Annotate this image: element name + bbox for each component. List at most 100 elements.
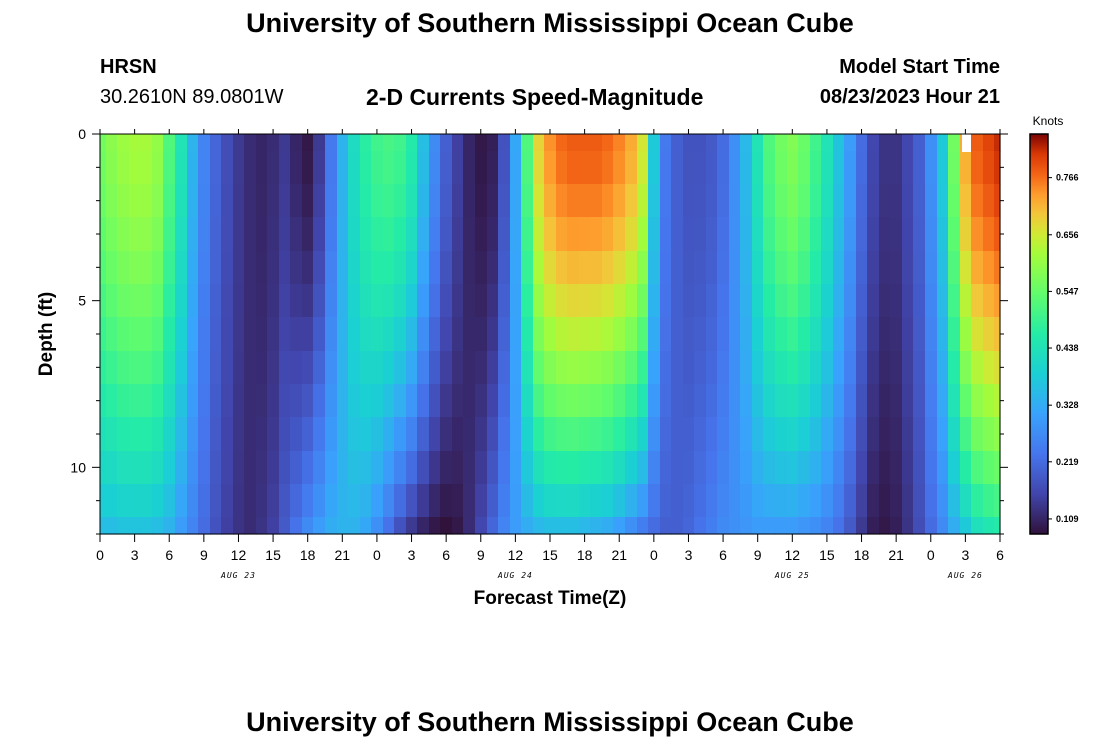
heatmap-cell — [510, 417, 522, 452]
heatmap-cell — [498, 251, 511, 285]
heatmap-cell — [613, 284, 626, 318]
heatmap-cell — [971, 217, 984, 252]
heatmap-cell — [383, 184, 395, 218]
heatmap-cell — [348, 384, 361, 418]
station-coordinates: 30.2610N 89.0801W — [100, 86, 284, 108]
heatmap-cell — [452, 134, 464, 152]
heatmap-cell — [544, 417, 557, 452]
heatmap-cell — [960, 384, 972, 418]
heatmap-cell — [960, 184, 972, 218]
heatmap-cell — [833, 351, 845, 385]
heatmap-cell — [129, 384, 141, 418]
heatmap-cell — [567, 184, 580, 218]
heatmap-cell — [648, 317, 661, 352]
heatmap-cell — [648, 184, 661, 218]
missing-data-cell — [962, 134, 971, 152]
x-tick-label: 18 — [300, 547, 316, 563]
heatmap-cell — [475, 151, 488, 185]
heatmap-cell — [660, 517, 672, 535]
heatmap-cell — [187, 217, 199, 252]
heatmap-cell — [406, 134, 418, 152]
heatmap-cell — [983, 251, 995, 285]
heatmap-cell — [371, 251, 384, 285]
heatmap-cell — [487, 417, 499, 452]
heatmap-cell — [348, 284, 361, 318]
heatmap-cell — [810, 284, 822, 318]
heatmap-cell — [325, 384, 338, 418]
heatmap-cell — [187, 134, 199, 152]
heatmap-cell — [925, 284, 938, 318]
heatmap-cell — [117, 217, 130, 252]
heatmap-cell — [267, 217, 280, 252]
heatmap-cell — [152, 151, 164, 185]
heatmap-cell — [221, 317, 234, 352]
heatmap-cell — [521, 351, 534, 385]
heatmap-cell — [187, 417, 199, 452]
heatmap-cell — [613, 484, 626, 518]
heatmap-cell — [694, 384, 707, 418]
heatmap-cell — [210, 251, 222, 285]
heatmap-cell — [544, 134, 557, 152]
heatmap-cell — [833, 451, 845, 485]
heatmap-cell — [867, 384, 880, 418]
heatmap-cell — [463, 151, 476, 185]
heatmap-cell — [867, 184, 880, 218]
heatmap-cell — [867, 151, 880, 185]
heatmap-cell — [256, 517, 268, 535]
heatmap-cell — [267, 317, 280, 352]
heatmap-cell — [706, 417, 718, 452]
heatmap-cell — [948, 251, 961, 285]
heatmap-cell — [683, 217, 695, 252]
heatmap-cell — [960, 317, 972, 352]
heatmap-cell — [810, 384, 822, 418]
heatmap-cell — [798, 251, 811, 285]
colorbar-tick-label: 0.547 — [1056, 286, 1079, 296]
heatmap-cell — [960, 517, 972, 535]
heatmap-cell — [233, 451, 245, 485]
heatmap-cell — [175, 151, 188, 185]
heatmap-cell — [383, 484, 395, 518]
heatmap-cell — [590, 417, 603, 452]
heatmap-cell — [210, 417, 222, 452]
heatmap-cell — [313, 351, 326, 385]
heatmap-cell — [348, 251, 361, 285]
heatmap-cell — [440, 451, 453, 485]
heatmap-cell — [856, 251, 868, 285]
heatmap-cell — [475, 484, 488, 518]
heatmap-cell — [671, 251, 684, 285]
heatmap-cell — [567, 484, 580, 518]
y-tick-label: 0 — [78, 126, 86, 142]
heatmap-cell — [948, 517, 961, 535]
heatmap-cell — [902, 451, 914, 485]
heatmap-cell — [521, 451, 534, 485]
heatmap-cell — [521, 251, 534, 285]
heatmap-cell — [671, 151, 684, 185]
heatmap-cell — [983, 384, 995, 418]
heatmap-cell — [637, 134, 649, 152]
heatmap-cell — [937, 351, 949, 385]
heatmap-cell — [521, 284, 534, 318]
heatmap-cell — [637, 317, 649, 352]
heatmap-cell — [106, 217, 118, 252]
heatmap-cell — [994, 517, 1001, 535]
heatmap-cell — [660, 217, 672, 252]
heatmap-cell — [556, 184, 568, 218]
heatmap-cell — [244, 484, 257, 518]
heatmap-cell — [867, 451, 880, 485]
heatmap-cell — [787, 317, 799, 352]
heatmap-cell — [775, 417, 788, 452]
heatmap-cell — [406, 484, 418, 518]
heatmap-cell — [879, 134, 891, 152]
heatmap-cell — [152, 484, 164, 518]
heatmap-cell — [913, 484, 926, 518]
heatmap-cell — [683, 417, 695, 452]
heatmap-cell — [337, 351, 349, 385]
heatmap-cell — [198, 351, 211, 385]
heatmap-cell — [106, 184, 118, 218]
heatmap-cell — [787, 417, 799, 452]
heatmap-cell — [602, 284, 614, 318]
heatmap-cell — [244, 134, 257, 152]
heatmap-cell — [625, 451, 638, 485]
heatmap-cell — [983, 317, 995, 352]
heatmap-cell — [394, 484, 407, 518]
